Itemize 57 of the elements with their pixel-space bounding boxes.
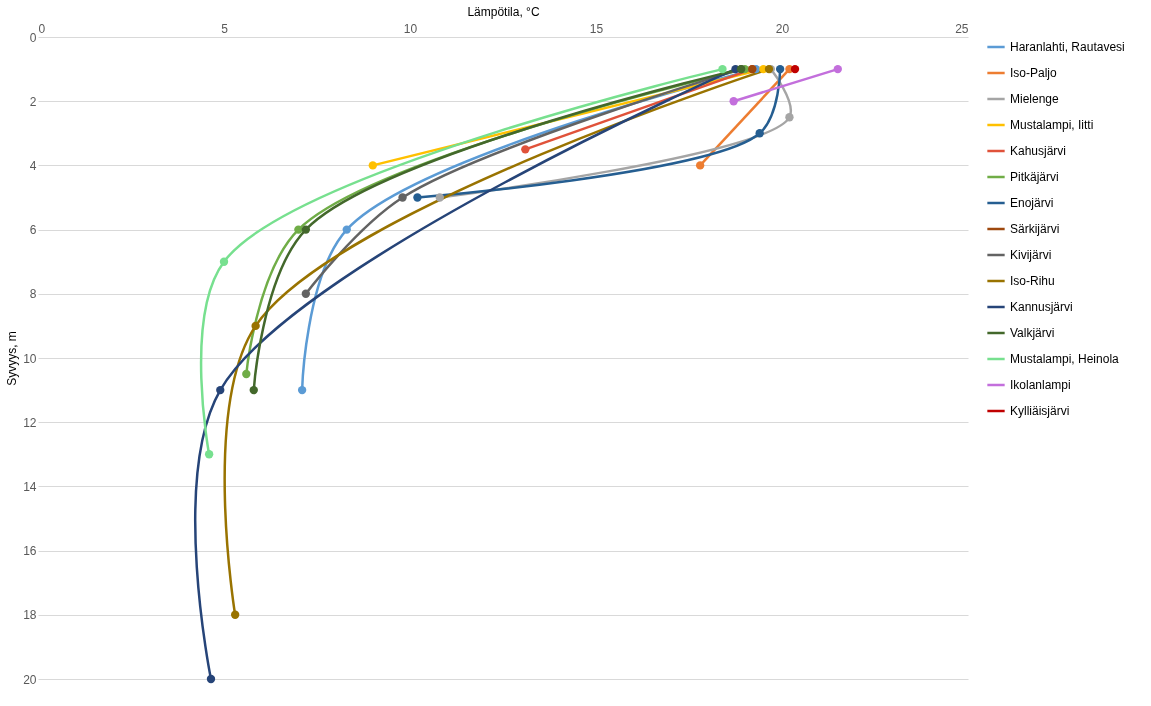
point — [342, 225, 351, 234]
point — [219, 257, 229, 266]
point — [230, 610, 240, 619]
point — [251, 321, 260, 331]
point — [413, 193, 422, 202]
y-tick-label: 18 — [23, 608, 37, 623]
point — [368, 161, 377, 170]
point — [301, 289, 311, 298]
y-tick-label: 10 — [23, 351, 37, 366]
y-axis-title: Syvyys, m — [5, 331, 20, 386]
legend-label: Kylliäisjärvi — [1010, 404, 1070, 418]
legend-label: Iso-Rihu — [1010, 274, 1055, 288]
x-tick-label: 15 — [589, 21, 604, 36]
y-tick-label: 6 — [29, 223, 37, 238]
legend-label: Haranlahti, Rautavesi — [1010, 40, 1125, 54]
x-tick-label: 20 — [775, 21, 790, 36]
y-tick-label: 2 — [29, 94, 37, 109]
legend-label: Enojärvi — [1010, 196, 1054, 210]
point — [216, 385, 225, 395]
point — [294, 225, 303, 234]
legend-label: Mielenge — [1010, 92, 1060, 106]
legend-label: Mustalampi, Heinola — [1010, 352, 1120, 366]
legend-label: Pitkäjärvi — [1010, 170, 1059, 184]
x-tick-label: 25 — [955, 21, 969, 36]
point — [775, 64, 785, 74]
point — [695, 161, 705, 170]
y-tick-label: 20 — [23, 672, 37, 687]
x-tick-label: 5 — [221, 21, 229, 36]
y-tick-label: 8 — [29, 287, 37, 302]
legend-label: Mustalampi, Iitti — [1010, 118, 1094, 132]
y-tick-label: 16 — [23, 544, 37, 559]
y-tick-label: 12 — [23, 415, 37, 430]
legend-label: Kivijärvi — [1010, 248, 1052, 262]
point — [833, 64, 842, 74]
point — [755, 129, 764, 138]
legend-label: Iso-Paljo — [1010, 66, 1058, 80]
y-tick-label: 4 — [29, 158, 37, 173]
legend-label: Valkjärvi — [1010, 326, 1055, 340]
point — [435, 193, 444, 202]
x-axis-title: Lämpötila, °C — [467, 4, 540, 19]
point — [718, 64, 727, 74]
point — [206, 674, 216, 684]
point — [301, 225, 311, 234]
y-tick-label: 14 — [23, 479, 37, 494]
point — [297, 385, 307, 395]
point — [729, 97, 738, 106]
point — [204, 450, 214, 459]
point — [398, 193, 407, 202]
point — [521, 145, 530, 154]
legend-label: Kahusjärvi — [1010, 144, 1067, 158]
legend-label: Kannusjärvi — [1010, 300, 1073, 314]
legend-label: Ikolanlampi — [1010, 378, 1071, 392]
legend-label: Särkijärvi — [1010, 222, 1060, 236]
point — [785, 113, 794, 122]
point — [249, 385, 258, 395]
point — [242, 369, 251, 379]
x-tick-label: 10 — [403, 21, 418, 36]
